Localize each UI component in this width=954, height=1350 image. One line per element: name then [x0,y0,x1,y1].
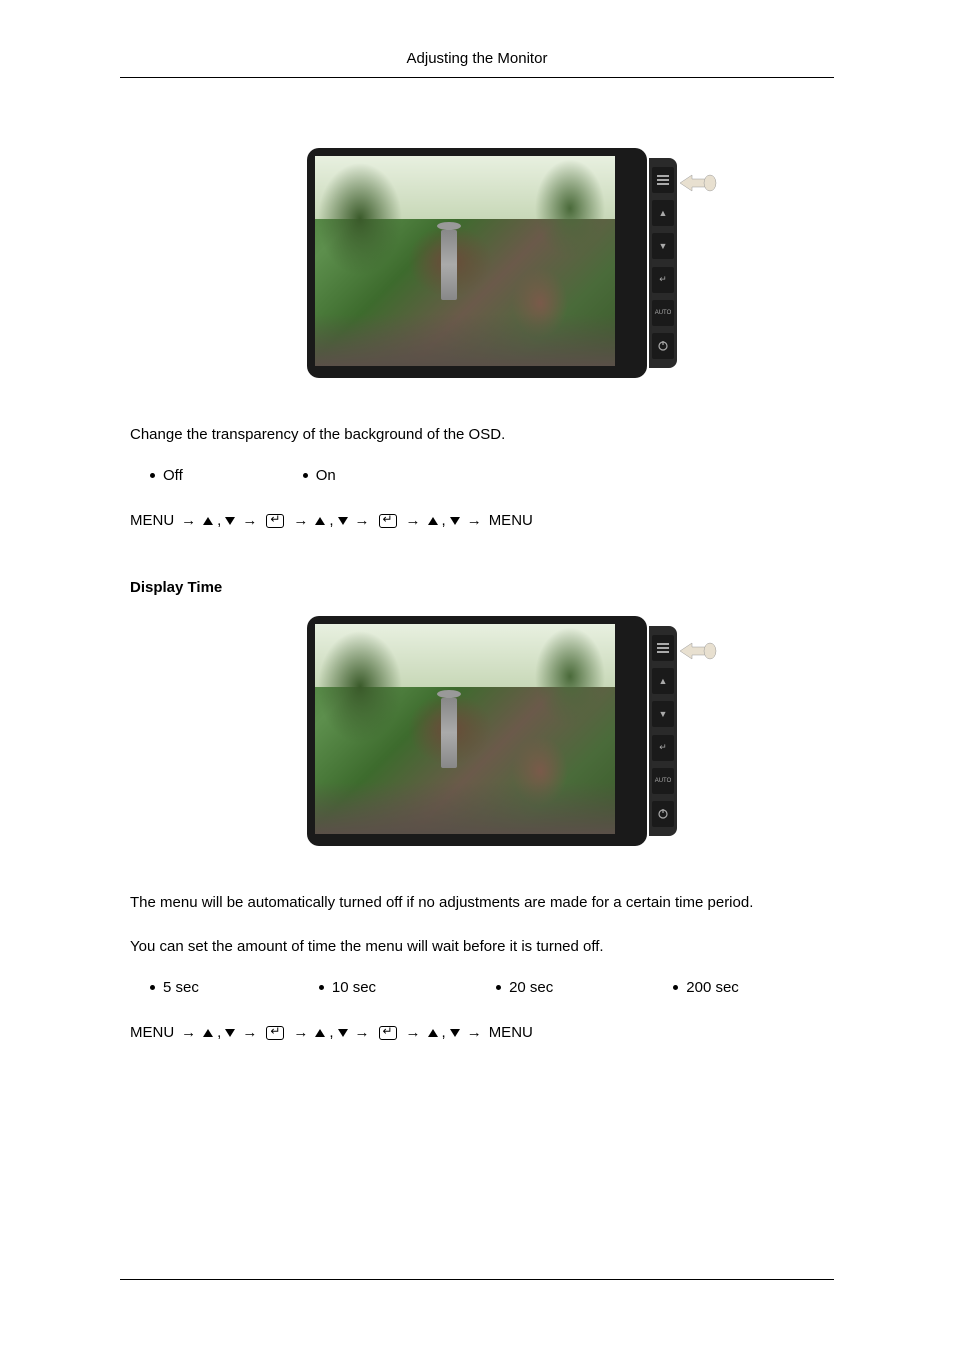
list-item: 200 sec [673,979,739,996]
section2-description2: You can set the amount of time the menu … [120,935,834,959]
monitor-image-2: ▲ ▼ ↵ AUTO [120,616,834,846]
power-button-icon [652,801,674,827]
enter-icon [266,1026,284,1040]
menu-text: MENU [130,512,174,529]
enter-button-icon: ↵ [652,735,674,761]
bullet-label: Off [163,467,183,484]
section2-bullets: 5 sec 10 sec 20 sec 200 sec [120,979,834,996]
page-content: ▲ ▼ ↵ AUTO Change the transparency of th… [120,78,834,1041]
down-triangle-icon [225,517,235,525]
bullet-label: 5 sec [163,979,199,996]
down-triangle-icon [338,517,348,525]
section2-description1: The menu will be automatically turned of… [120,891,834,915]
menu-text: MENU [489,512,533,529]
bullet-icon [673,985,678,990]
up-triangle-icon [315,1029,325,1037]
bullet-label: 10 sec [332,979,376,996]
bullet-icon [150,473,155,478]
auto-button-icon: AUTO [652,768,674,794]
up-triangle-icon [428,1029,438,1037]
list-item: 10 sec [319,979,376,996]
footer-divider [120,1279,834,1280]
section1-description: Change the transparency of the backgroun… [120,423,834,447]
menu-text: MENU [130,1024,174,1041]
bullet-icon [303,473,308,478]
bullet-label: 20 sec [509,979,553,996]
down-button-icon: ▼ [652,233,674,259]
down-triangle-icon [338,1029,348,1037]
up-triangle-icon [315,517,325,525]
bullet-icon [319,985,324,990]
down-triangle-icon [225,1029,235,1037]
monitor-frame: ▲ ▼ ↵ AUTO [307,616,647,846]
bullet-label: 200 sec [686,979,739,996]
monitor-screen [315,156,615,366]
up-button-icon: ▲ [652,200,674,226]
list-item: On [303,467,336,484]
page-header: Adjusting the Monitor [120,50,834,78]
up-button-icon: ▲ [652,668,674,694]
menu-text: MENU [489,1024,533,1041]
monitor-frame: ▲ ▼ ↵ AUTO [307,148,647,378]
down-triangle-icon [450,517,460,525]
section2-title: Display Time [120,579,834,596]
list-item: 5 sec [150,979,199,996]
up-triangle-icon [203,517,213,525]
section1-menu-sequence: MENU → , → → , → → , → MENU [120,512,834,529]
monitor-screen [315,624,615,834]
bullet-icon [496,985,501,990]
menu-button-icon [652,167,674,193]
list-item: 20 sec [496,979,553,996]
section1-bullets: Off On [120,467,834,484]
down-triangle-icon [450,1029,460,1037]
menu-button-icon [652,635,674,661]
list-item: Off [150,467,183,484]
hand-pointer-icon [672,163,717,208]
bullet-icon [150,985,155,990]
monitor-image-1: ▲ ▼ ↵ AUTO [120,148,834,378]
up-triangle-icon [428,517,438,525]
enter-icon [379,514,397,528]
hand-pointer-icon [672,631,717,676]
bullet-label: On [316,467,336,484]
enter-button-icon: ↵ [652,267,674,293]
enter-icon [266,514,284,528]
enter-icon [379,1026,397,1040]
section2-menu-sequence: MENU → , → → , → → , → MENU [120,1024,834,1041]
down-button-icon: ▼ [652,701,674,727]
power-button-icon [652,333,674,359]
auto-button-icon: AUTO [652,300,674,326]
up-triangle-icon [203,1029,213,1037]
header-title: Adjusting the Monitor [407,50,548,67]
